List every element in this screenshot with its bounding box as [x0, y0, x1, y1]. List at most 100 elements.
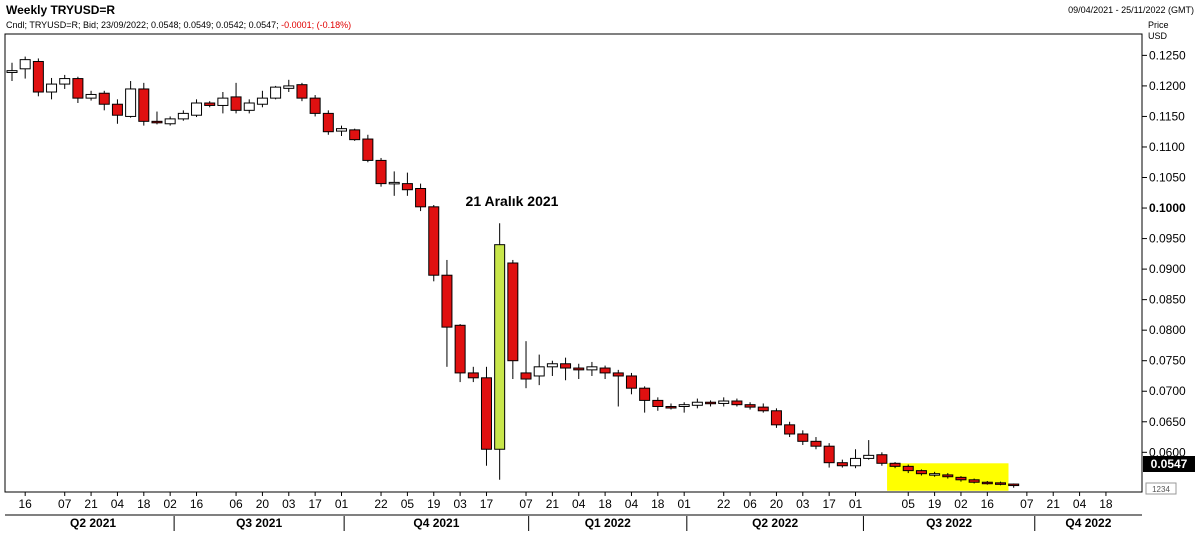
- x-tick-label: 19: [427, 497, 441, 511]
- candle: [322, 110, 334, 135]
- candle: [204, 101, 216, 108]
- candle-body: [191, 102, 203, 116]
- candle-body: [797, 433, 809, 442]
- x-tick-label: 19: [928, 497, 942, 511]
- candle-body: [111, 103, 123, 116]
- candle-body: [309, 97, 321, 114]
- x-tick-label: 16: [19, 497, 33, 511]
- candle-body: [138, 88, 150, 122]
- candle: [573, 363, 585, 380]
- candle: [520, 341, 532, 389]
- y-tick-label: 0.0750: [1149, 354, 1186, 368]
- y-tick-label: 0.1250: [1149, 48, 1186, 62]
- candle-body: [718, 400, 730, 404]
- x-tick-label: 18: [598, 497, 612, 511]
- candle: [678, 402, 690, 413]
- y-tick-label: 0.1150: [1149, 109, 1185, 123]
- candle-body: [270, 86, 282, 99]
- y-tick-label: 0.1200: [1149, 79, 1186, 93]
- candle-body: [336, 128, 347, 132]
- x-tick-label: 07: [58, 497, 72, 511]
- candle-body: [665, 406, 677, 409]
- chart-legend: Cndl; TRYUSD=R; Bid; 23/09/2022; 0.0548;…: [6, 20, 351, 30]
- candle-body: [599, 367, 611, 374]
- candle: [981, 481, 993, 485]
- y-tick-label: 0.1050: [1149, 171, 1186, 185]
- candle-body: [441, 274, 453, 328]
- candle-body: [823, 445, 835, 464]
- candle: [995, 481, 1006, 486]
- x-tick-label: 04: [625, 497, 639, 511]
- candle: [428, 204, 440, 282]
- candle-body: [375, 159, 387, 185]
- candle-body: [59, 78, 71, 85]
- candle-body: [546, 363, 558, 368]
- candle-body: [85, 93, 97, 99]
- quarter-label: Q4 2021: [413, 516, 459, 530]
- y-tick-label: 0.0950: [1149, 232, 1186, 246]
- candle-body: [995, 482, 1006, 485]
- candle: [533, 354, 545, 386]
- x-tick-label: 22: [717, 497, 731, 511]
- x-tick-label: 20: [770, 497, 784, 511]
- candle-body: [256, 97, 268, 105]
- candle: [902, 464, 914, 474]
- candle: [243, 99, 255, 114]
- candle: [19, 56, 31, 79]
- candle: [191, 99, 203, 118]
- candle-body: [573, 367, 585, 371]
- candle-body: [929, 473, 941, 476]
- candle-body: [876, 454, 888, 464]
- candle-body: [151, 120, 163, 124]
- candle-body: [388, 181, 400, 185]
- x-tick-label: 21: [84, 497, 98, 511]
- candle: [32, 58, 44, 97]
- candle-body: [520, 372, 532, 380]
- x-tick-label: 03: [796, 497, 810, 511]
- x-tick-label: 18: [137, 497, 151, 511]
- x-tick-label: 06: [229, 497, 243, 511]
- candle-body: [784, 424, 796, 435]
- candle-body: [19, 59, 31, 70]
- candle-body: [560, 363, 572, 369]
- candle: [546, 360, 558, 376]
- candle: [375, 157, 387, 187]
- candle-body: [283, 85, 295, 89]
- candle: [718, 397, 730, 407]
- x-tick-label: 06: [743, 497, 757, 511]
- candle-body: [757, 406, 769, 412]
- candle-body: [770, 410, 782, 426]
- x-tick-label: 01: [678, 497, 692, 511]
- candle: [942, 473, 954, 479]
- candle: [770, 408, 782, 428]
- candle: [915, 469, 927, 476]
- candle-body: [322, 112, 334, 133]
- quarter-label: Q2 2021: [70, 516, 116, 530]
- candle-body: [705, 401, 717, 405]
- price-axis-title-line1: Price: [1148, 20, 1169, 30]
- price-axis-title-line2: USD: [1148, 31, 1168, 41]
- candle-body: [836, 462, 848, 467]
- date-range: 09/04/2021 - 25/11/2022 (GMT): [1068, 5, 1194, 15]
- y-tick-label: 0.0900: [1149, 262, 1186, 276]
- candle: [823, 443, 835, 468]
- candle: [639, 386, 651, 413]
- candle: [283, 79, 295, 93]
- plot-frame: [4, 33, 1143, 493]
- candle: [836, 459, 848, 468]
- x-tick-label: 05: [401, 497, 415, 511]
- x-tick-label: 22: [374, 497, 388, 511]
- candle: [177, 110, 189, 121]
- candle-body: [625, 375, 637, 389]
- candle-body: [902, 465, 914, 472]
- y-tick-label: 0.0650: [1149, 415, 1186, 429]
- x-tick-label: 02: [954, 497, 968, 511]
- candle: [441, 259, 453, 367]
- candle: [98, 90, 110, 111]
- candle: [691, 398, 703, 409]
- candle: [955, 476, 967, 482]
- candle-body: [942, 474, 954, 478]
- candle: [362, 134, 374, 163]
- candle: [415, 183, 427, 212]
